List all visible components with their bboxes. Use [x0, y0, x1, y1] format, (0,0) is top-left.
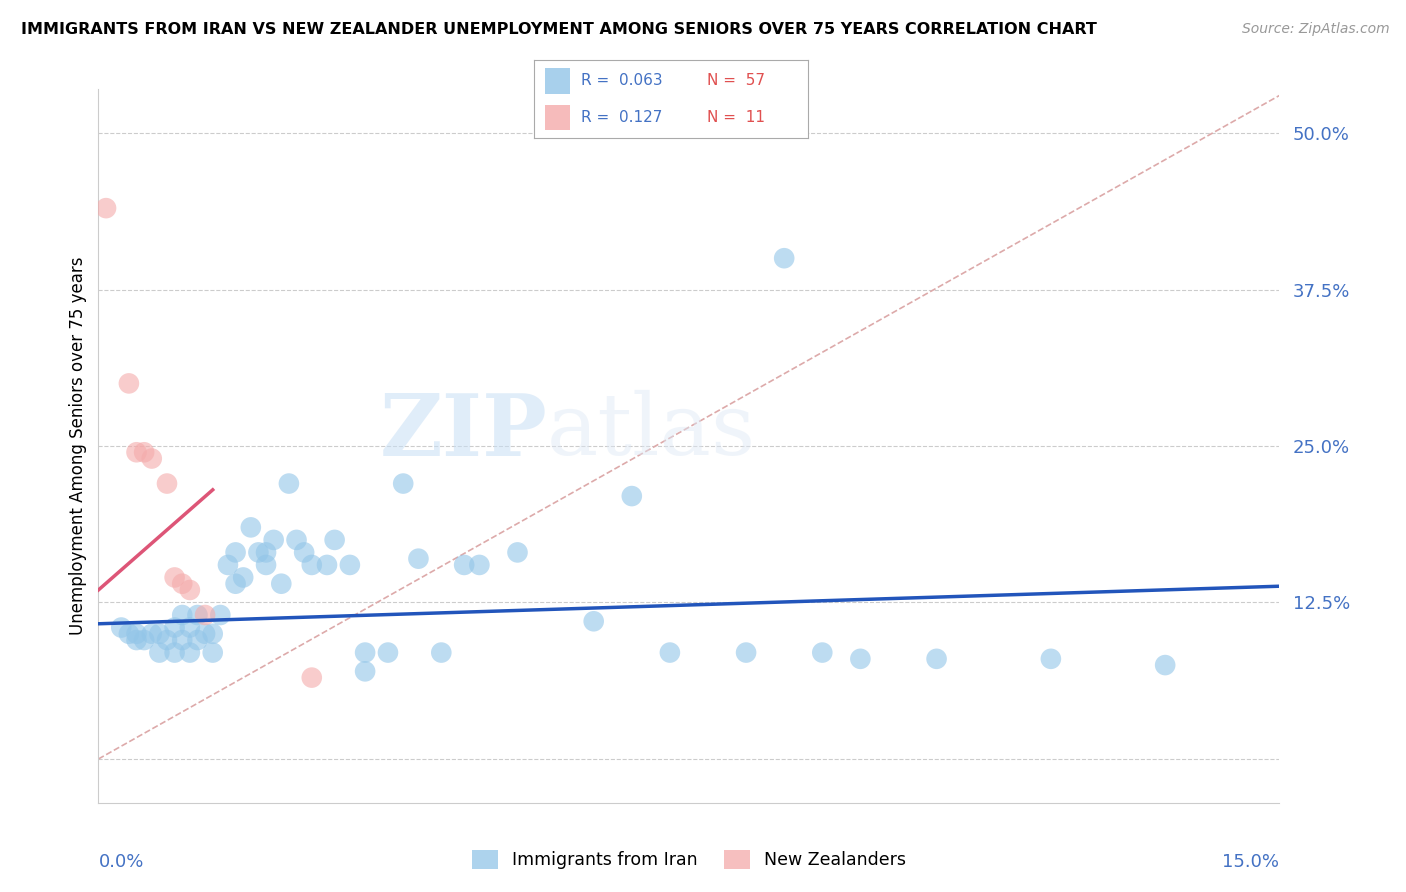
- Point: [468, 558, 491, 572]
- Text: Source: ZipAtlas.com: Source: ZipAtlas.com: [1241, 22, 1389, 37]
- Point: [301, 671, 323, 685]
- Point: [582, 614, 605, 628]
- Point: [285, 533, 308, 547]
- Point: [156, 476, 179, 491]
- Point: [811, 646, 834, 660]
- Text: atlas: atlas: [547, 390, 756, 474]
- Text: N =  11: N = 11: [707, 110, 765, 125]
- Point: [125, 627, 148, 641]
- Point: [292, 545, 315, 559]
- Point: [277, 476, 299, 491]
- Point: [849, 652, 872, 666]
- Point: [148, 627, 170, 641]
- Point: [156, 633, 179, 648]
- Legend: Immigrants from Iran, New Zealanders: Immigrants from Iran, New Zealanders: [465, 843, 912, 876]
- Point: [186, 607, 208, 622]
- Point: [254, 558, 277, 572]
- Point: [125, 445, 148, 459]
- Point: [194, 607, 217, 622]
- Point: [392, 476, 415, 491]
- Point: [172, 576, 194, 591]
- Point: [172, 607, 194, 622]
- Point: [163, 621, 186, 635]
- Point: [163, 646, 186, 660]
- Point: [201, 627, 224, 641]
- Point: [301, 558, 323, 572]
- Point: [239, 520, 262, 534]
- Point: [141, 451, 163, 466]
- Point: [172, 633, 194, 648]
- Point: [354, 665, 377, 679]
- Point: [186, 633, 208, 648]
- Point: [209, 607, 232, 622]
- Bar: [546, 69, 569, 94]
- Point: [377, 646, 399, 660]
- Y-axis label: Unemployment Among Seniors over 75 years: Unemployment Among Seniors over 75 years: [69, 257, 87, 635]
- Point: [141, 627, 163, 641]
- Point: [118, 627, 141, 641]
- Point: [925, 652, 948, 666]
- Point: [134, 445, 156, 459]
- Point: [179, 582, 201, 597]
- Point: [1154, 658, 1177, 673]
- Point: [430, 646, 453, 660]
- Point: [148, 646, 170, 660]
- Point: [620, 489, 643, 503]
- Point: [1039, 652, 1062, 666]
- Text: R =  0.063: R = 0.063: [581, 73, 662, 88]
- Point: [254, 545, 277, 559]
- Point: [339, 558, 361, 572]
- Point: [354, 646, 377, 660]
- Text: N =  57: N = 57: [707, 73, 765, 88]
- Point: [125, 633, 148, 648]
- Point: [217, 558, 239, 572]
- Point: [270, 576, 292, 591]
- Point: [263, 533, 285, 547]
- Point: [453, 558, 475, 572]
- Point: [179, 646, 201, 660]
- Point: [179, 621, 201, 635]
- Point: [118, 376, 141, 391]
- Point: [247, 545, 270, 559]
- Point: [658, 646, 681, 660]
- Point: [773, 251, 796, 265]
- Point: [232, 570, 254, 584]
- Point: [94, 201, 117, 215]
- Point: [225, 576, 247, 591]
- Point: [735, 646, 758, 660]
- Point: [194, 627, 217, 641]
- Point: [323, 533, 346, 547]
- Point: [506, 545, 529, 559]
- Text: 15.0%: 15.0%: [1222, 853, 1279, 871]
- Text: IMMIGRANTS FROM IRAN VS NEW ZEALANDER UNEMPLOYMENT AMONG SENIORS OVER 75 YEARS C: IMMIGRANTS FROM IRAN VS NEW ZEALANDER UN…: [21, 22, 1097, 37]
- Point: [110, 621, 132, 635]
- Point: [163, 570, 186, 584]
- Bar: [546, 104, 569, 129]
- Point: [225, 545, 247, 559]
- Text: R =  0.127: R = 0.127: [581, 110, 662, 125]
- Point: [408, 551, 430, 566]
- Point: [134, 633, 156, 648]
- Text: ZIP: ZIP: [380, 390, 547, 474]
- Point: [316, 558, 339, 572]
- Text: 0.0%: 0.0%: [98, 853, 143, 871]
- Point: [201, 646, 224, 660]
